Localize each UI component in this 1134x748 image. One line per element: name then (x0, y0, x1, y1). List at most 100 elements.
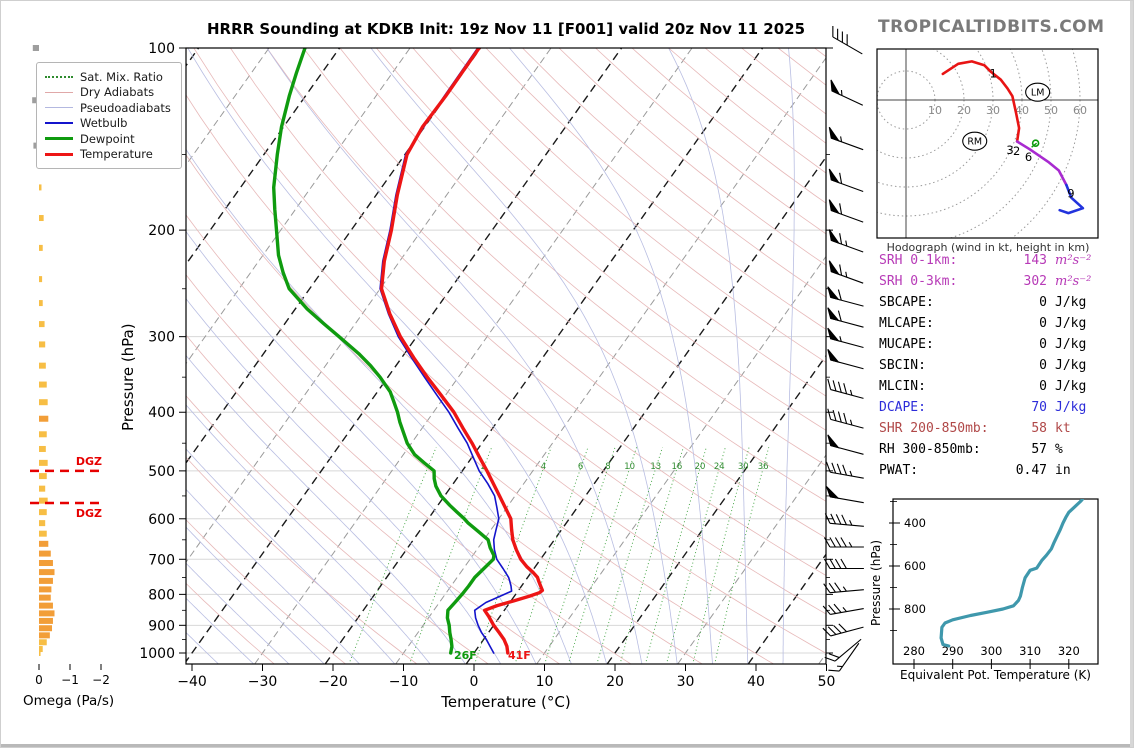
legend-line-swatch (45, 91, 73, 93)
legend-item-label: Sat. Mix. Ratio (80, 69, 163, 84)
stat-label: MLCIN: (879, 379, 926, 394)
svg-text:8: 8 (605, 462, 610, 472)
stat-label: SRH 0-1km: (879, 253, 958, 268)
svg-text:DGZ: DGZ (76, 455, 102, 468)
svg-text:−1: −1 (61, 673, 79, 687)
svg-text:40: 40 (1015, 104, 1029, 117)
svg-text:DGZ: DGZ (76, 507, 102, 520)
stat-unit: J/kg (1055, 400, 1087, 415)
stat-row-mlcape: MLCAPE: 0 J/kg (879, 316, 1103, 337)
stats-panel: SRH 0-1km: 143 m²s⁻² SRH 0-3km: 302 m²s⁻² SBCA… (879, 253, 1103, 484)
stat-unit: in (1055, 463, 1071, 478)
svg-text:26F: 26F (454, 649, 477, 662)
stat-unit: m²s⁻² (1055, 274, 1092, 289)
legend-item-dry-adiabats: Dry Adiabats (45, 85, 171, 101)
legend-line-swatch (45, 152, 73, 156)
svg-text:30: 30 (986, 104, 1000, 117)
legend-item-dewpoint: Dewpoint (45, 131, 171, 147)
temperature-axis-label: Temperature (°C) (441, 693, 571, 711)
stat-row-sbcin: SBCIN: 0 J/kg (879, 358, 1103, 379)
stat-unit: kt (1055, 421, 1071, 436)
stat-label: SBCAPE: (879, 295, 934, 310)
svg-text:100: 100 (148, 41, 175, 57)
svg-text:310: 310 (1019, 644, 1041, 658)
stat-label: SRH 0-3km: (879, 274, 958, 289)
svg-text:−2: −2 (92, 673, 110, 687)
svg-text:LM: LM (1031, 88, 1045, 99)
svg-text:30: 30 (738, 462, 749, 472)
dewpoint-curve (272, 48, 496, 655)
theta-e-inset: 400 600 800 280 290 300 310 320 (889, 498, 1099, 669)
stat-unit: J/kg (1055, 316, 1087, 331)
svg-text:800: 800 (148, 587, 175, 603)
svg-text:16: 16 (671, 462, 682, 472)
hodograph-caption: Hodograph (wind in kt, height in km) (886, 241, 1090, 254)
svg-text:20: 20 (695, 462, 706, 472)
temperature-curve (379, 48, 545, 655)
svg-text:500: 500 (148, 464, 175, 480)
hodograph-trace-3-9km (1015, 140, 1068, 187)
svg-text:700: 700 (148, 552, 175, 568)
svg-text:1: 1 (990, 66, 997, 80)
svg-text:2: 2 (1013, 144, 1020, 158)
svg-text:9: 9 (1067, 186, 1074, 200)
svg-text:20: 20 (606, 674, 624, 690)
stat-row-srh-0-1km: SRH 0-1km: 143 m²s⁻² (879, 253, 1103, 274)
stat-label: RH 300-850mb: (879, 442, 981, 457)
svg-text:300: 300 (148, 330, 175, 346)
svg-text:200: 200 (148, 223, 175, 239)
stat-value: 0 (1039, 358, 1047, 373)
stat-row-mlcin: MLCIN: 0 J/kg (879, 379, 1103, 400)
svg-text:6: 6 (578, 462, 583, 472)
svg-text:6: 6 (1025, 150, 1032, 164)
legend-item-label: Pseudoadiabats (80, 100, 171, 115)
stat-row-srh-0-3km: SRH 0-3km: 302 m²s⁻² (879, 274, 1103, 295)
svg-text:60: 60 (1073, 104, 1087, 117)
stat-row-sbcape: SBCAPE: 0 J/kg (879, 295, 1103, 316)
stat-value: 143 (1023, 253, 1047, 268)
legend-item-label: Temperature (80, 147, 153, 162)
stat-label: MUCAPE: (879, 337, 934, 352)
wind-barbs (822, 25, 864, 672)
omega-panel: 0 −1 −2 (32, 45, 110, 687)
stat-label: SHR 200-850mb: (879, 421, 989, 436)
stat-label: SBCIN: (879, 358, 926, 373)
svg-text:0: 0 (35, 673, 43, 687)
legend-item-wetbulb: Wetbulb (45, 116, 171, 132)
legend-line-swatch (45, 122, 73, 125)
hodograph: 10 20 30 40 50 60 1 3 2 6 9 RM LM (876, 48, 1099, 239)
legend-item-label: Dry Adiabats (80, 85, 155, 100)
window-edge-bottom (1, 744, 1133, 747)
svg-text:800: 800 (904, 602, 926, 616)
stat-value: 0 (1039, 379, 1047, 394)
stat-unit: % (1055, 442, 1063, 457)
stat-value: 0.47 (1015, 463, 1047, 478)
brand-watermark: TROPICALTIDBITS.COM (878, 17, 1105, 37)
svg-text:−40: −40 (177, 674, 207, 690)
theta-e-yaxis-label: Pressure (hPa) (869, 539, 883, 626)
stat-unit: J/kg (1055, 295, 1087, 310)
page-title: HRRR Sounding at KDKB Init: 19z Nov 11 [… (206, 20, 805, 38)
stat-row-shr-200-850mb: SHR 200-850mb: 58 kt (879, 421, 1103, 442)
svg-text:40: 40 (747, 674, 765, 690)
svg-text:50: 50 (818, 674, 836, 690)
legend-line-swatch (45, 107, 73, 109)
stat-unit: J/kg (1055, 337, 1087, 352)
svg-text:20: 20 (957, 104, 971, 117)
stat-row-rh-300-850mb: RH 300-850mb: 57% (879, 442, 1103, 463)
mixing-ratio-labels: 2 4 6 8 10 13 16 20 24 30 36 (481, 462, 769, 472)
svg-text:−20: −20 (318, 674, 348, 690)
legend-item-pseudoadiabats: Pseudoadiabats (45, 100, 171, 116)
svg-text:290: 290 (942, 644, 964, 658)
stat-unit: J/kg (1055, 379, 1087, 394)
svg-text:3: 3 (1006, 143, 1013, 157)
svg-text:−30: −30 (248, 674, 278, 690)
stat-unit: m²s⁻² (1055, 253, 1092, 268)
stat-row-mucape: MUCAPE: 0 J/kg (879, 337, 1103, 358)
stat-value: 70 (1031, 400, 1047, 415)
legend-item-label: Dewpoint (80, 131, 135, 146)
svg-text:50: 50 (1044, 104, 1058, 117)
hodograph-trace-0-3km (941, 60, 1021, 143)
